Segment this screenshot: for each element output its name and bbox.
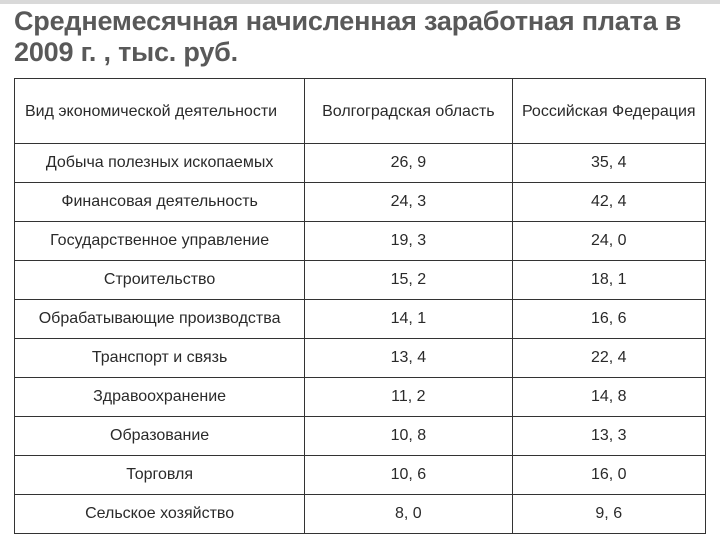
cell-activity: Образование: [15, 417, 305, 456]
cell-activity: Торговля: [15, 456, 305, 495]
table-body: Добыча полезных ископаемых 26, 9 35, 4 Ф…: [15, 144, 706, 534]
slide-title: Среднемесячная начисленная заработная пл…: [14, 6, 706, 68]
cell-russia: 9, 6: [512, 495, 705, 534]
table-header-row: Вид экономической деятельности Волгоград…: [15, 79, 706, 144]
table-row: Финансовая деятельность 24, 3 42, 4: [15, 183, 706, 222]
table-row: Обрабатывающие производства 14, 1 16, 6: [15, 300, 706, 339]
table-row: Образование 10, 8 13, 3: [15, 417, 706, 456]
cell-activity: Обрабатывающие производства: [15, 300, 305, 339]
cell-volgograd: 8, 0: [305, 495, 512, 534]
wage-table: Вид экономической деятельности Волгоград…: [14, 78, 706, 534]
cell-russia: 18, 1: [512, 261, 705, 300]
cell-volgograd: 24, 3: [305, 183, 512, 222]
cell-activity: Транспорт и связь: [15, 339, 305, 378]
col-volgograd: Волгоградская область: [305, 79, 512, 144]
cell-russia: 16, 0: [512, 456, 705, 495]
cell-russia: 16, 6: [512, 300, 705, 339]
cell-volgograd: 11, 2: [305, 378, 512, 417]
cell-activity: Здравоохранение: [15, 378, 305, 417]
table-row: Транспорт и связь 13, 4 22, 4: [15, 339, 706, 378]
table-row: Государственное управление 19, 3 24, 0: [15, 222, 706, 261]
cell-activity: Строительство: [15, 261, 305, 300]
cell-russia: 35, 4: [512, 144, 705, 183]
col-activity: Вид экономической деятельности: [15, 79, 305, 144]
slide: Среднемесячная начисленная заработная пл…: [0, 0, 720, 540]
cell-volgograd: 14, 1: [305, 300, 512, 339]
cell-volgograd: 26, 9: [305, 144, 512, 183]
cell-activity: Финансовая деятельность: [15, 183, 305, 222]
cell-russia: 24, 0: [512, 222, 705, 261]
cell-volgograd: 10, 8: [305, 417, 512, 456]
cell-volgograd: 10, 6: [305, 456, 512, 495]
cell-volgograd: 19, 3: [305, 222, 512, 261]
cell-russia: 14, 8: [512, 378, 705, 417]
table-row: Сельское хозяйство 8, 0 9, 6: [15, 495, 706, 534]
cell-volgograd: 13, 4: [305, 339, 512, 378]
cell-activity: Государственное управление: [15, 222, 305, 261]
table-row: Торговля 10, 6 16, 0: [15, 456, 706, 495]
table-row: Добыча полезных ископаемых 26, 9 35, 4: [15, 144, 706, 183]
cell-volgograd: 15, 2: [305, 261, 512, 300]
cell-russia: 22, 4: [512, 339, 705, 378]
table-row: Здравоохранение 11, 2 14, 8: [15, 378, 706, 417]
cell-russia: 13, 3: [512, 417, 705, 456]
cell-activity: Сельское хозяйство: [15, 495, 305, 534]
cell-activity: Добыча полезных ископаемых: [15, 144, 305, 183]
col-russia: Российская Федерация: [512, 79, 705, 144]
cell-russia: 42, 4: [512, 183, 705, 222]
table-row: Строительство 15, 2 18, 1: [15, 261, 706, 300]
